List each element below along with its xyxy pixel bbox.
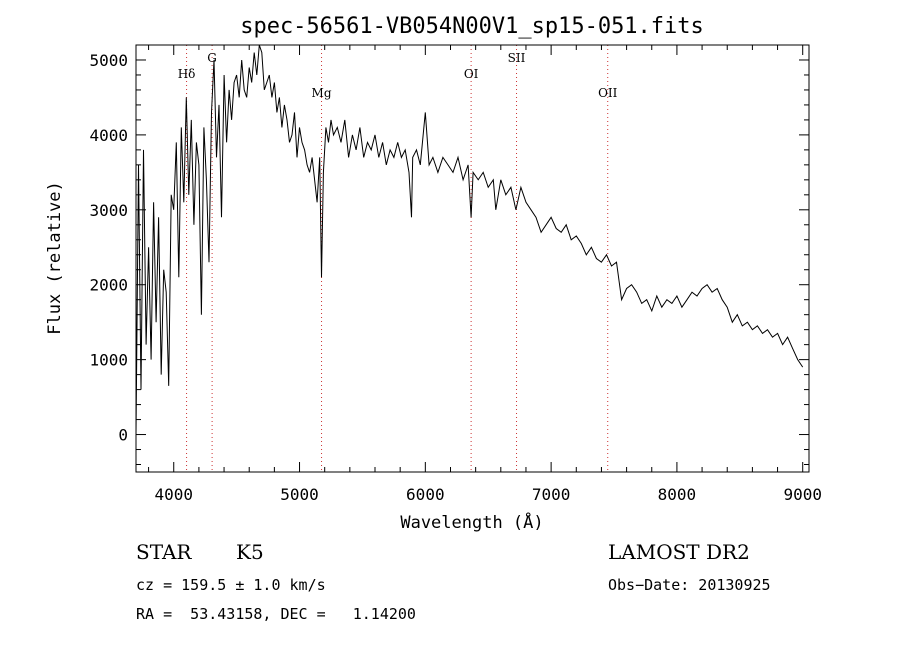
y-tick-label: 2000 (89, 276, 128, 295)
x-axis-label: Wavelength (Å) (400, 511, 543, 533)
spectral-line-label: OII (598, 86, 618, 100)
x-tick-label: 5000 (280, 485, 319, 504)
spectral-line-label: Hδ (178, 67, 196, 81)
spectrum-series-line (135, 44, 804, 435)
plot-frame (135, 44, 810, 473)
spectral-line-markers: Hδ G Mg OI SII OII (178, 45, 618, 472)
y-tick-label: 5000 (89, 51, 128, 70)
spectral-line-label: OI (464, 67, 479, 81)
observation-date: Obs−Date: 20130925 (608, 576, 771, 594)
survey-name: LAMOST DR2 (608, 540, 750, 564)
y-tick-label: 1000 (89, 351, 128, 370)
object-class: STAR (136, 540, 192, 564)
x-tick-label: 8000 (658, 485, 697, 504)
y-tick-label: 3000 (89, 201, 128, 220)
coordinates: RA = 53.43158, DEC = 1.14200 (136, 605, 416, 623)
spectral-line-label: SII (508, 51, 526, 65)
x-tick-label: 9000 (783, 485, 822, 504)
x-tick-label: 4000 (154, 485, 193, 504)
y-axis-ticks: 0 1000 2000 3000 4000 5000 (89, 51, 809, 466)
object-subclass: K5 (236, 540, 264, 564)
redshift-velocity: cz = 159.5 ± 1.0 km/s (136, 576, 326, 594)
x-axis-ticks: 4000 5000 6000 7000 8000 9000 (148, 45, 822, 504)
x-tick-label: 7000 (532, 485, 571, 504)
x-tick-label: 6000 (406, 485, 445, 504)
spectral-line-label: G (207, 51, 217, 65)
chart-title: spec-56561-VB054N00V1_sp15-051.fits (240, 14, 704, 39)
y-axis-label: Flux (relative) (45, 181, 65, 335)
y-tick-label: 0 (118, 426, 128, 445)
spectral-line-label: Mg (312, 86, 332, 100)
y-tick-label: 4000 (89, 126, 128, 145)
